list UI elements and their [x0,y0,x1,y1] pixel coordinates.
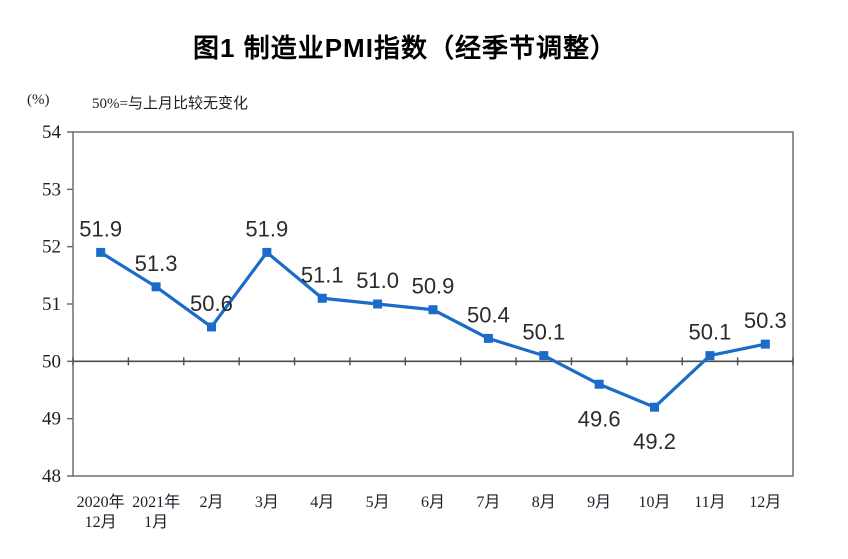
data-point-marker [594,379,604,389]
x-axis-label: 9月 [587,494,611,511]
x-axis-label: 2020年 12月 [77,493,125,531]
x-axis-label: 7月 [476,494,500,511]
data-point-marker [151,282,161,292]
data-point-label: 51.1 [301,262,344,287]
baseline-note: 50%=与上月比较无变化 [92,96,248,112]
data-point-marker [705,351,715,361]
x-axis-label: 8月 [532,494,556,511]
x-axis-label: 6月 [421,494,445,511]
x-axis-label: 12月 [749,494,781,511]
x-axis-label: 4月 [310,494,334,511]
data-point-label: 50.1 [689,320,732,345]
y-axis-tick-label: 51 [42,294,61,315]
data-point-label: 51.3 [135,251,178,276]
data-point-marker [428,305,438,315]
y-axis-tick-label: 49 [42,409,61,430]
x-axis-label: 2月 [199,494,223,511]
data-point-marker [96,247,106,257]
x-axis-label: 3月 [255,494,279,511]
data-point-label: 49.6 [578,406,621,431]
data-point-label: 50.9 [412,274,455,299]
x-axis-label: 10月 [639,494,671,511]
data-point-label: 51.0 [356,268,399,293]
x-axis-label: 2021年 1月 [132,493,180,531]
data-point-label: 50.1 [522,320,565,345]
data-point-marker [262,247,272,257]
data-point-marker [206,322,216,332]
data-point-label: 50.6 [190,291,233,316]
data-point-marker [650,402,660,412]
data-point-label: 50.4 [467,302,510,327]
data-point-marker [539,351,549,361]
y-axis-tick-label: 52 [42,237,61,258]
y-axis-tick-label: 48 [42,466,61,487]
data-point-label: 51.9 [245,216,288,241]
data-point-marker [317,293,327,303]
data-point-label: 49.2 [633,429,676,454]
data-point-marker [760,339,770,349]
data-point-marker [483,333,493,343]
y-axis-tick-label: 50 [42,351,61,372]
y-axis-unit-label: (%) [27,92,50,108]
data-point-label: 51.9 [79,216,122,241]
data-point-label: 50.3 [744,308,787,333]
chart-title: 图1 制造业PMI指数（经季节调整） [193,33,617,63]
x-axis-label: 5月 [366,494,390,511]
y-axis-tick-label: 53 [42,179,61,200]
data-point-marker [373,299,383,309]
x-axis-label: 11月 [694,494,725,511]
y-axis-tick-label: 54 [42,122,62,143]
